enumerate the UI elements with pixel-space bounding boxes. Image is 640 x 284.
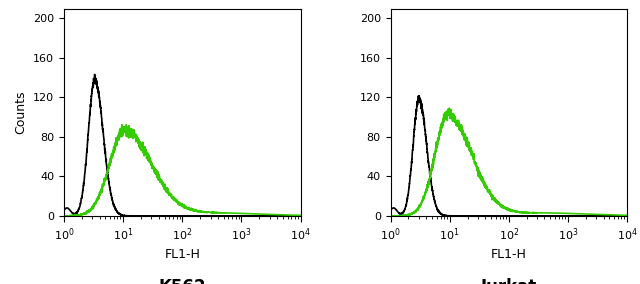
Y-axis label: Counts: Counts (15, 90, 28, 134)
Text: K562: K562 (159, 278, 206, 284)
Text: Jurkat: Jurkat (481, 278, 537, 284)
X-axis label: FL1-H: FL1-H (164, 248, 200, 261)
X-axis label: FL1-H: FL1-H (491, 248, 527, 261)
